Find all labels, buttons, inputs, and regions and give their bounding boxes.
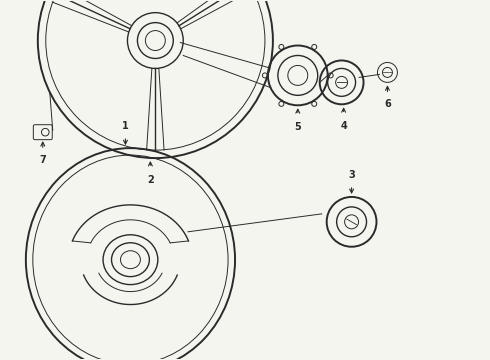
Text: 4: 4 — [340, 121, 347, 131]
Text: 5: 5 — [294, 122, 301, 132]
Text: 1: 1 — [122, 121, 129, 131]
Text: 6: 6 — [384, 99, 391, 109]
Text: 2: 2 — [147, 175, 154, 185]
Text: 3: 3 — [348, 170, 355, 180]
Text: 7: 7 — [39, 155, 46, 165]
